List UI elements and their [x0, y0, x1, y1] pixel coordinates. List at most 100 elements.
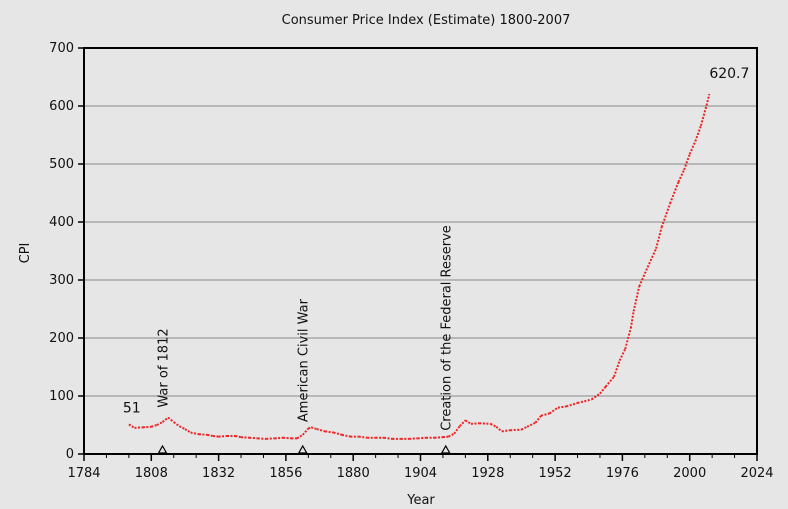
series-segment [184, 428, 192, 434]
series-segment [590, 392, 601, 401]
series-segment [495, 425, 503, 433]
series-segment [566, 402, 578, 408]
series-segment [683, 153, 691, 171]
series-segment [142, 425, 152, 429]
series-segment [283, 436, 292, 440]
series-segment [453, 425, 461, 435]
series-segment [632, 286, 641, 312]
series-segment [333, 431, 343, 436]
series-segment [218, 435, 228, 438]
series-segment [156, 421, 163, 426]
y-tick-label: 400 [49, 215, 74, 230]
series-segment [212, 435, 219, 438]
series-segment [207, 433, 214, 437]
series-group [128, 93, 711, 440]
series-segment [624, 327, 632, 350]
series-segment [167, 416, 175, 423]
y-tick-label: 600 [49, 99, 74, 114]
series-segment [660, 203, 672, 228]
series-segment [540, 412, 550, 417]
series-segment [173, 421, 180, 427]
data-label: 620.7 [709, 66, 749, 82]
x-tick-label: 1952 [539, 466, 572, 481]
series-segment [705, 93, 711, 106]
series-segment [699, 105, 708, 126]
series-segment [557, 405, 567, 409]
x-tick-label: 1976 [606, 466, 639, 481]
series-segment [442, 435, 449, 439]
y-tick-label: 700 [49, 41, 74, 56]
event-annotation-label: American Civil War [297, 298, 312, 422]
series-segment [464, 419, 472, 425]
series-segment [310, 426, 318, 431]
series-segment [161, 416, 169, 423]
series-segment [459, 419, 467, 427]
x-tick-label: 1808 [135, 466, 168, 481]
series-segment [257, 437, 267, 440]
series-segment [198, 433, 208, 436]
series-segment [128, 423, 136, 429]
series-segment [341, 433, 351, 438]
gridlines [84, 105, 757, 397]
series-segment [383, 436, 393, 440]
x-tick-label: 1856 [269, 466, 302, 481]
x-tick-label: 1832 [202, 466, 235, 481]
series-segment [604, 376, 615, 388]
series-segment [325, 430, 334, 434]
axes [78, 47, 758, 461]
series-segment [501, 429, 511, 433]
series-segment [301, 427, 310, 436]
event-annotation-label: War of 1812 [157, 328, 172, 407]
series-segment [646, 248, 657, 268]
y-tick-label: 300 [49, 273, 74, 288]
series-segment [434, 436, 444, 439]
series-segment [358, 435, 368, 439]
x-tick-label: 1880 [337, 466, 370, 481]
series-segment [240, 436, 250, 439]
series-segment [448, 432, 455, 438]
series-segment [266, 437, 275, 440]
series-segment [316, 428, 326, 433]
series-segment [526, 421, 536, 428]
series-segment [688, 140, 697, 155]
series-segment [613, 360, 621, 378]
series-segment [577, 398, 592, 404]
y-tick-label: 200 [49, 331, 74, 346]
x-tick-label: 2024 [740, 466, 773, 481]
series-segment [235, 435, 242, 439]
series-segment [274, 436, 284, 440]
x-axis-label: Year [406, 493, 435, 508]
chart-title: Consumer Price Index (Estimate) 1800-200… [282, 13, 571, 28]
x-tick-label: 2000 [673, 466, 706, 481]
series-segment [134, 426, 143, 429]
x-tick-label: 1784 [67, 466, 100, 481]
event-marker [440, 444, 451, 454]
x-tick-label: 1928 [471, 466, 504, 481]
y-axis-label: CPI [18, 243, 33, 264]
series-segment [296, 434, 304, 440]
y-tick-label: 100 [49, 389, 74, 404]
tick-labels: 0 100 200 300 400 500 600 700 1784 1808 1832 1856 18… [49, 41, 773, 481]
series-segment [470, 422, 480, 425]
series-segment [629, 311, 635, 329]
series-segment [534, 415, 542, 424]
series-segment [307, 426, 312, 430]
series-segment [479, 422, 491, 425]
series-segment [548, 406, 559, 415]
series-segment [490, 422, 497, 428]
event-annotation-label: Creation of the Federal Reserve [440, 225, 455, 431]
series-segment [520, 425, 528, 431]
series-segment [638, 266, 649, 287]
series-segment [599, 386, 607, 395]
series-segment [655, 226, 663, 249]
series-segment [677, 169, 686, 183]
series-segment [178, 425, 186, 430]
y-tick-label: 0 [66, 447, 74, 462]
series-segment [409, 437, 418, 440]
series-segment [618, 348, 627, 362]
series-segment [151, 424, 158, 428]
series-segment [694, 125, 702, 142]
series-segment [190, 431, 200, 436]
series-segment [669, 181, 680, 204]
